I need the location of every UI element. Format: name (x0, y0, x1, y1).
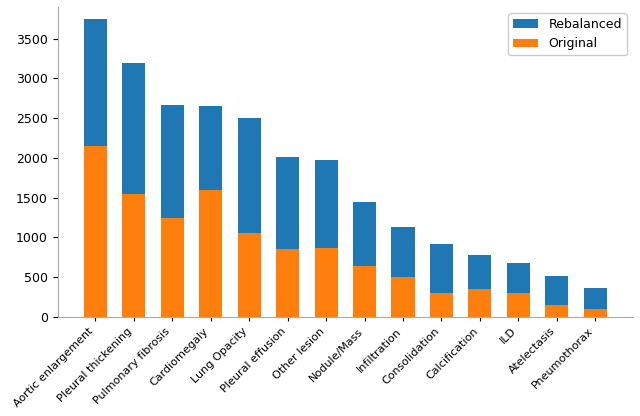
Legend: Rebalanced, Original: Rebalanced, Original (508, 13, 627, 55)
Bar (237, 118, 260, 233)
Bar (84, 19, 107, 146)
Bar (353, 266, 376, 317)
Bar (237, 233, 260, 317)
Bar (545, 276, 568, 305)
Bar (584, 309, 607, 317)
Bar (468, 289, 492, 317)
Bar (353, 203, 376, 266)
Bar (161, 218, 184, 317)
Bar (122, 62, 145, 194)
Bar (507, 263, 530, 293)
Bar (468, 255, 492, 289)
Bar (392, 227, 415, 277)
Bar (430, 244, 453, 293)
Bar (122, 194, 145, 317)
Bar (84, 146, 107, 317)
Bar (545, 305, 568, 317)
Bar (392, 277, 415, 317)
Bar (584, 288, 607, 309)
Bar (430, 293, 453, 317)
Bar (199, 190, 222, 317)
Bar (161, 105, 184, 218)
Bar (199, 106, 222, 190)
Bar (507, 293, 530, 317)
Bar (314, 160, 338, 248)
Bar (276, 157, 299, 249)
Bar (314, 248, 338, 317)
Bar (276, 249, 299, 317)
